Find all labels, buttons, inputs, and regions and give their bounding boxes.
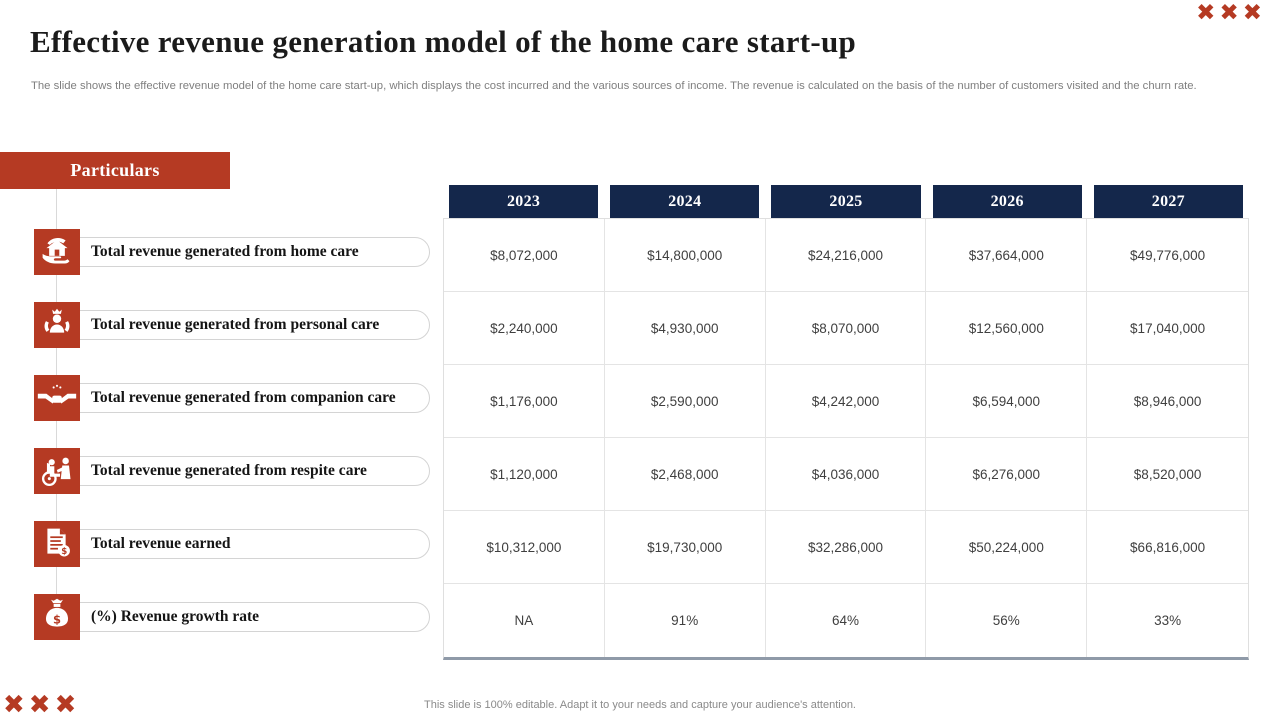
- table-cell: $10,312,000: [444, 511, 605, 584]
- money-bag-icon: $: [34, 594, 80, 640]
- table-cell: $19,730,000: [604, 511, 766, 584]
- row-label-respite-care: Total revenue generated from respite car…: [56, 456, 430, 486]
- table-cell: $12,560,000: [926, 292, 1088, 365]
- table-cell: $24,216,000: [765, 219, 927, 292]
- table-cell: $2,590,000: [604, 365, 766, 438]
- table-cell: $1,176,000: [444, 365, 605, 438]
- personal-care-icon: [34, 302, 80, 348]
- respite-care-icon: [34, 448, 80, 494]
- table-cell: $2,468,000: [604, 438, 766, 511]
- table-cell: $4,930,000: [604, 292, 766, 365]
- year-header-2023: 2023: [449, 185, 599, 218]
- table-cell: 91%: [605, 584, 766, 657]
- table-cell: $32,286,000: [765, 511, 927, 584]
- row-label-companion-care: Total revenue generated from companion c…: [56, 383, 430, 413]
- year-header-2024: 2024: [610, 185, 760, 218]
- revenue-table-body: $8,072,000 $14,800,000 $24,216,000 $37,6…: [443, 218, 1249, 660]
- table-cell: $8,070,000: [765, 292, 927, 365]
- row-label-home-care: Total revenue generated from home care: [56, 237, 430, 267]
- table-cell: 56%: [926, 584, 1088, 657]
- table-cell: $8,520,000: [1087, 438, 1248, 511]
- year-header-2027: 2027: [1093, 185, 1243, 218]
- table-cell: $1,120,000: [444, 438, 605, 511]
- table-cell: $50,224,000: [926, 511, 1088, 584]
- invoice-dollar-icon: $: [34, 521, 80, 567]
- table-cell: $4,242,000: [765, 365, 927, 438]
- table-cell: $14,800,000: [604, 219, 766, 292]
- svg-text:$: $: [53, 613, 61, 627]
- row-label-total-revenue-earned: Total revenue earned: [56, 529, 430, 559]
- table-cell: $6,594,000: [926, 365, 1088, 438]
- row-label-revenue-growth-rate: (%) Revenue growth rate: [56, 602, 430, 632]
- revenue-table: 2023 2024 2025 2026 2027 $8,072,000 $14,…: [443, 185, 1249, 660]
- slide-subtitle: The slide shows the effective revenue mo…: [31, 80, 1197, 92]
- table-cell: $6,276,000: [926, 438, 1088, 511]
- row-label-personal-care: Total revenue generated from personal ca…: [56, 310, 430, 340]
- table-cell: NA: [444, 584, 605, 657]
- table-cell: 33%: [1154, 613, 1182, 628]
- table-cell: $8,946,000: [1087, 365, 1248, 438]
- decoration-x-marks-bottom-left: ✖✖✖: [3, 690, 81, 720]
- table-cell: $4,036,000: [765, 438, 927, 511]
- handshake-icon: [34, 375, 80, 421]
- svg-text:$: $: [61, 547, 67, 557]
- table-cell: $2,240,000: [444, 292, 605, 365]
- table-cell: $17,040,000: [1087, 292, 1248, 365]
- year-header-2026: 2026: [932, 185, 1082, 218]
- footer-note: This slide is 100% editable. Adapt it to…: [424, 699, 856, 711]
- hand-holding-house-icon: [34, 229, 80, 275]
- table-cell: $49,776,000: [1087, 219, 1248, 292]
- table-cell: $66,816,000: [1087, 511, 1248, 584]
- revenue-table-header-row: 2023 2024 2025 2026 2027: [443, 185, 1249, 218]
- year-header-2025: 2025: [771, 185, 921, 218]
- table-cell: $37,664,000: [926, 219, 1088, 292]
- decoration-x-marks-top-right: ✖✖✖: [1196, 0, 1266, 26]
- table-cell: $8,072,000: [444, 219, 605, 292]
- particulars-header: Particulars: [0, 152, 230, 189]
- page-title: Effective revenue generation model of th…: [30, 24, 857, 59]
- table-cell: 64%: [766, 584, 927, 657]
